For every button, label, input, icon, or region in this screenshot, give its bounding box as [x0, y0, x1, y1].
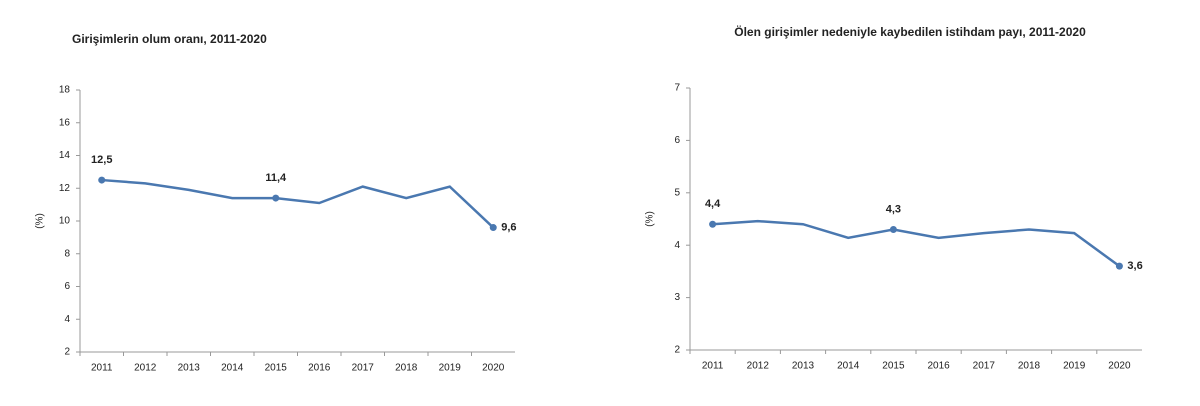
y-tick-label: 2 — [674, 345, 680, 356]
x-tick-label: 2018 — [395, 363, 418, 374]
x-tick-label: 2015 — [882, 361, 905, 372]
y-tick-label: 16 — [59, 117, 71, 128]
chart-title: Girişimlerin olum oranı, 2011-2020 — [72, 32, 267, 46]
x-tick-label: 2015 — [265, 363, 288, 374]
x-tick-label: 2017 — [973, 361, 996, 372]
y-tick-label: 18 — [59, 85, 71, 96]
y-tick-label: 3 — [674, 292, 680, 303]
line — [712, 219, 1121, 268]
x-tick-label: 2012 — [747, 361, 770, 372]
y-axis-label: (%) — [35, 213, 46, 229]
y-tick-label: 4 — [64, 314, 70, 325]
marker — [889, 225, 897, 233]
y-tick-label: 2 — [64, 347, 70, 358]
x-tick-label: 2016 — [927, 361, 950, 372]
y-tick-label: 6 — [64, 281, 70, 292]
data-label: 11,4 — [265, 172, 287, 184]
y-tick-label: 8 — [64, 248, 70, 259]
y-tick-label: 12 — [59, 183, 71, 194]
x-tick-label: 2016 — [308, 363, 331, 374]
x-tick-label: 2013 — [178, 363, 201, 374]
y-tick-label: 6 — [674, 135, 680, 146]
data-label: 4,4 — [705, 198, 721, 210]
y-axis-label: (%) — [645, 211, 656, 227]
y-tick-label: 10 — [59, 216, 71, 227]
x-tick-label: 2011 — [91, 363, 113, 374]
line — [101, 178, 495, 229]
marker — [272, 194, 280, 202]
marker — [98, 176, 106, 184]
data-label: 12,5 — [91, 154, 112, 166]
y-tick-label: 4 — [674, 240, 680, 251]
x-tick-label: 2012 — [134, 363, 157, 374]
x-tick-label: 2019 — [1063, 361, 1086, 372]
x-tick-label: 2011 — [702, 361, 724, 372]
chart-title: Ölen girişimler nedeniyle kaybedilen ist… — [734, 24, 1086, 39]
x-tick-label: 2019 — [439, 363, 462, 374]
x-tick-label: 2014 — [221, 363, 244, 374]
x-tick-label: 2020 — [1108, 361, 1131, 372]
data-label: 9,6 — [501, 221, 516, 233]
data-label: 3,6 — [1127, 260, 1142, 272]
x-tick-label: 2013 — [792, 361, 815, 372]
data-label: 4,3 — [886, 203, 901, 215]
marker — [489, 224, 497, 232]
marker — [1115, 262, 1123, 270]
x-tick-label: 2017 — [352, 363, 375, 374]
x-tick-label: 2020 — [482, 363, 505, 374]
marker — [709, 220, 717, 228]
y-tick-label: 5 — [674, 187, 680, 198]
y-tick-label: 14 — [59, 150, 71, 161]
x-tick-label: 2014 — [837, 361, 860, 372]
y-tick-label: 7 — [674, 83, 680, 94]
x-tick-label: 2018 — [1018, 361, 1041, 372]
